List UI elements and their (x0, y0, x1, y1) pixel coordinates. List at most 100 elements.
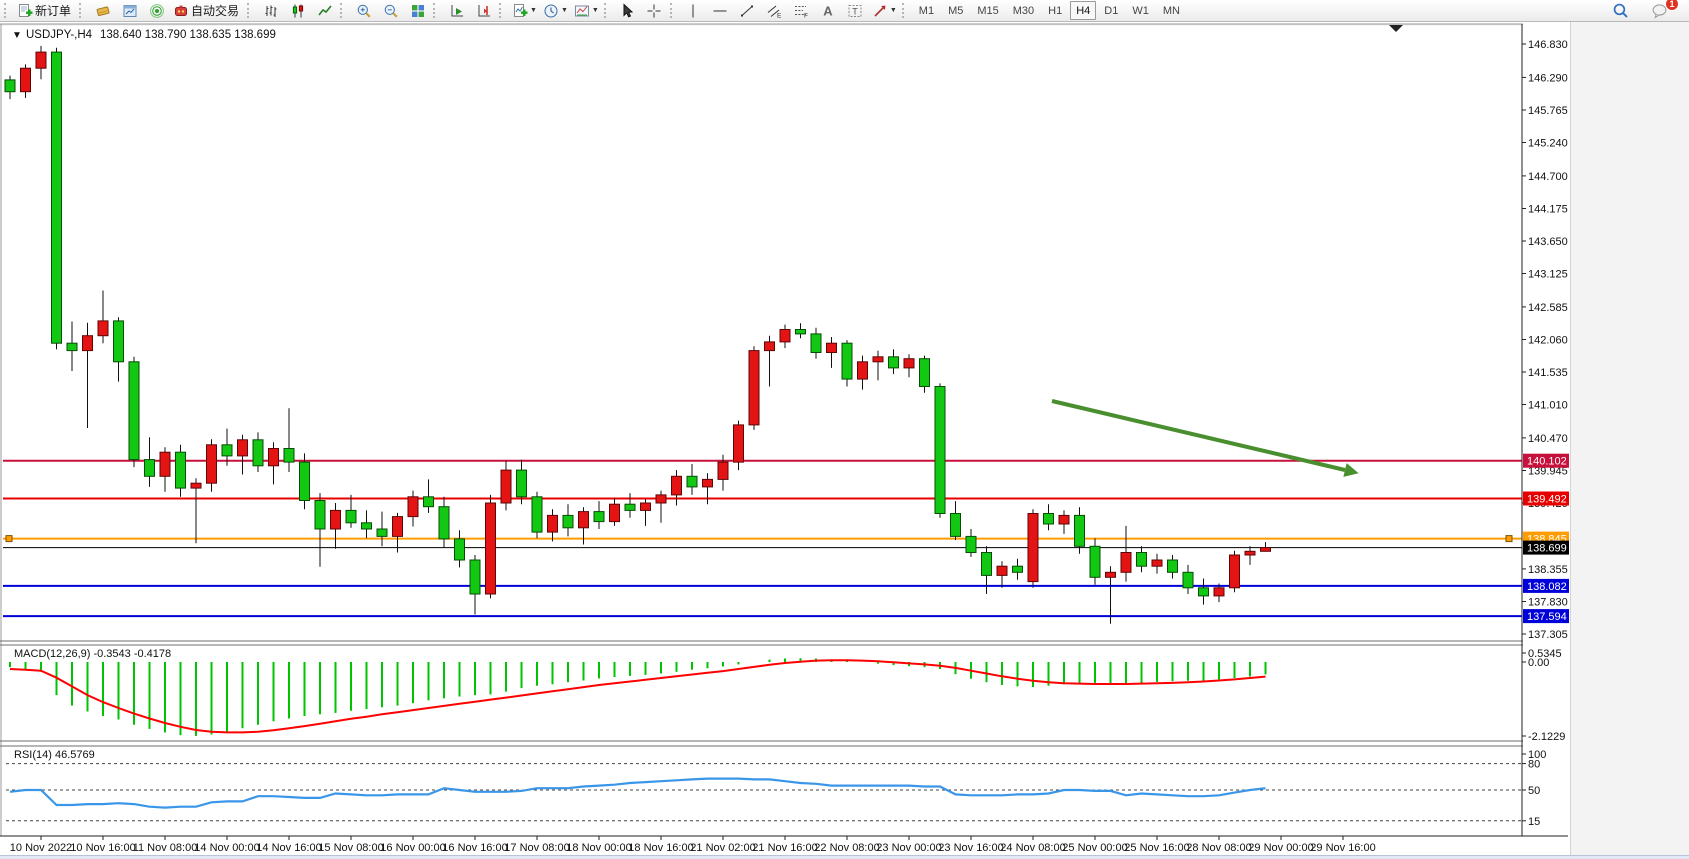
svg-text:145.240: 145.240 (1528, 138, 1568, 150)
text-icon: A (820, 3, 836, 19)
periods-button[interactable]: ▼ (540, 0, 571, 21)
timeframe-w1-button[interactable]: W1 (1132, 4, 1149, 17)
crosshair-button[interactable] (641, 0, 668, 21)
styles-button[interactable] (89, 0, 116, 21)
chevron-down-icon[interactable]: ▼ (560, 7, 568, 14)
new-order-button[interactable]: 新订单 (14, 0, 77, 21)
price-label-138.699: 138.699 (1523, 540, 1569, 555)
svg-text:23 Nov 00:00: 23 Nov 00:00 (876, 842, 941, 854)
macd-label: MACD(12,26,9) -0.3543 -0.4178 (14, 648, 171, 660)
svg-text:142.585: 142.585 (1528, 302, 1568, 314)
chevron-down-icon[interactable]: ▼ (889, 7, 897, 14)
timeframe-m5-button[interactable]: M5 (948, 4, 964, 17)
timeframe-h1-button[interactable]: H1 (1048, 4, 1063, 17)
search-icon (1612, 2, 1629, 19)
trend-arrow[interactable] (1051, 399, 1359, 477)
fibonacci-button[interactable]: F (788, 0, 815, 21)
signals-button[interactable] (143, 0, 170, 21)
symbol-period-label: USDJPY-,H4 (26, 29, 93, 41)
price-label-138.082: 138.082 (1523, 578, 1569, 593)
svg-text:137.830: 137.830 (1528, 597, 1568, 609)
timeframe-m15-button[interactable]: M15 (977, 4, 999, 17)
macd-signal-line (9, 659, 1266, 734)
svg-text:E: E (777, 12, 782, 19)
line-view-button[interactable] (311, 0, 338, 21)
trendline-icon (739, 3, 755, 19)
trendline-button[interactable] (734, 0, 761, 21)
svg-text:14 Nov 16:00: 14 Nov 16:00 (256, 842, 321, 854)
toolbar-grip[interactable] (4, 3, 10, 18)
templates-button[interactable]: ▼ (571, 0, 602, 21)
svg-text:22 Nov 08:00: 22 Nov 08:00 (814, 842, 879, 854)
toolbar-grip[interactable] (433, 3, 439, 18)
toolbar-grip[interactable] (499, 3, 505, 18)
svg-text:140.102: 140.102 (1527, 456, 1567, 468)
svg-text:138.355: 138.355 (1528, 564, 1568, 576)
toolbar-grip[interactable] (901, 3, 908, 18)
cursor-button[interactable] (614, 0, 641, 21)
arrows-button[interactable]: ▼ (869, 0, 900, 21)
hline-138.845[interactable] (3, 535, 1522, 543)
text-label-button[interactable]: T (842, 0, 869, 21)
chevron-down-icon[interactable]: ▼ (591, 7, 599, 14)
timeframe-m1-button[interactable]: M1 (918, 4, 935, 17)
price-label-140.102: 140.102 (1523, 453, 1569, 468)
timeframe-m30-button[interactable]: M30 (1012, 4, 1035, 17)
styles-icon (95, 3, 111, 19)
toolbar-grip[interactable] (603, 3, 610, 18)
candlestick-series (4, 45, 1271, 624)
equidistant-channel-button[interactable]: E (761, 0, 788, 21)
svg-text:28 Nov 08:00: 28 Nov 08:00 (1186, 842, 1251, 854)
chart-shift-marker[interactable] (1389, 25, 1403, 32)
timeframe-h4-button[interactable]: H4 (1070, 1, 1097, 20)
channel-icon: E (766, 3, 782, 19)
svg-text:146.830: 146.830 (1528, 39, 1568, 51)
svg-text:24 Nov 08:00: 24 Nov 08:00 (1000, 842, 1065, 854)
tile-windows-button[interactable] (404, 0, 431, 21)
svg-text:21 Nov 16:00: 21 Nov 16:00 (752, 842, 817, 854)
text-button[interactable]: A (815, 0, 842, 21)
autotrading-button[interactable]: 自动交易 (170, 0, 245, 21)
svg-text:23 Nov 16:00: 23 Nov 16:00 (938, 842, 1003, 854)
candles-view-button[interactable] (284, 0, 311, 21)
svg-text:137.305: 137.305 (1528, 629, 1568, 641)
horizontal-line-button[interactable] (707, 0, 734, 21)
bars-view-button[interactable] (257, 0, 284, 21)
svg-text:143.125: 143.125 (1528, 269, 1568, 281)
toolbar-grip[interactable] (79, 3, 85, 18)
zoom-in-button[interactable] (350, 0, 377, 21)
chevron-down-icon[interactable]: ▼ (530, 7, 537, 14)
bar-chart-icon (263, 3, 279, 19)
status-bar (0, 855, 1689, 859)
notifications-button[interactable]: 1 (1646, 0, 1679, 21)
svg-text:21 Nov 02:00: 21 Nov 02:00 (690, 842, 755, 854)
toolbar-grip[interactable] (247, 3, 253, 18)
svg-text:16 Nov 00:00: 16 Nov 00:00 (380, 842, 445, 854)
svg-text:A: A (824, 3, 834, 18)
timeframe-mn-button[interactable]: MN (1162, 4, 1180, 17)
svg-text:10 Nov 16:00: 10 Nov 16:00 (70, 842, 135, 854)
indicators-button[interactable]: ▼ (509, 0, 540, 21)
timeframe-d1-button[interactable]: D1 (1104, 4, 1119, 17)
svg-text:14 Nov 00:00: 14 Nov 00:00 (194, 842, 259, 854)
chart-shift-button[interactable] (470, 0, 497, 21)
search-button[interactable] (1607, 0, 1634, 21)
svg-text:146.290: 146.290 (1528, 72, 1568, 84)
market-window-button[interactable] (116, 0, 143, 21)
svg-text:25 Nov 00:00: 25 Nov 00:00 (1062, 842, 1127, 854)
one-click-trading-icon[interactable]: ▼ (12, 30, 22, 41)
candle-chart-icon (290, 3, 306, 19)
crosshair-icon (646, 3, 662, 19)
chat-icon (1651, 2, 1668, 19)
vertical-line-button[interactable] (680, 0, 707, 21)
toolbar-grip[interactable] (340, 3, 346, 18)
zoom-out-button[interactable] (377, 0, 404, 21)
toolbar-grip[interactable] (669, 3, 676, 18)
vline-icon (685, 3, 701, 19)
price-axis[interactable]: 146.830 146.290 145.765 145.240 144.700 144.1… (1521, 22, 1570, 855)
svg-text:F: F (804, 12, 808, 19)
svg-text:143.650: 143.650 (1528, 236, 1568, 248)
auto-scroll-button[interactable] (443, 0, 470, 21)
